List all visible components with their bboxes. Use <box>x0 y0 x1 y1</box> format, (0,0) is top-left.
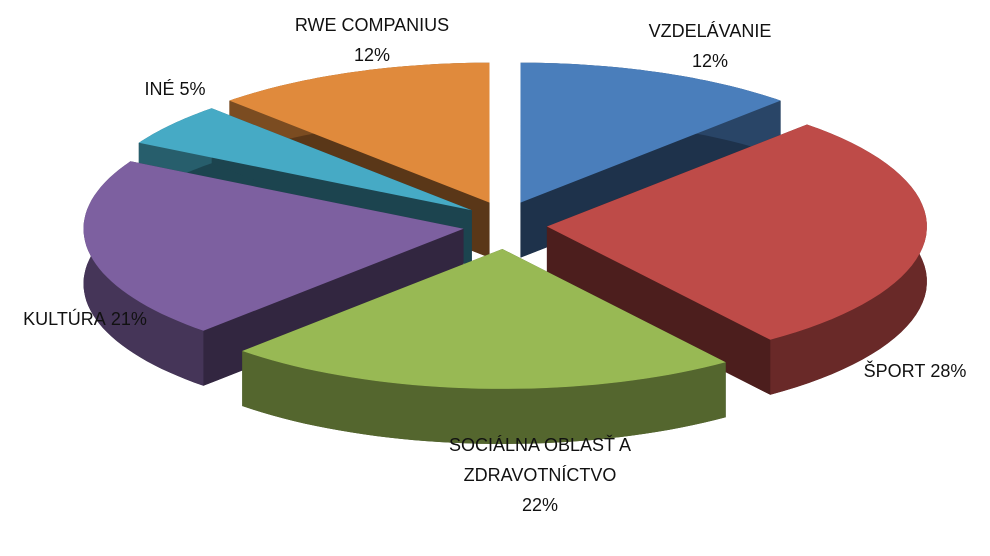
slice-edge <box>546 226 771 395</box>
category-label: VZDELÁVANIE <box>648 21 772 41</box>
slice-label: ŠPORT 28% <box>864 356 967 386</box>
slice-label: RWE COMPANIUS 12% <box>295 10 449 70</box>
value-label: 12% <box>353 45 391 65</box>
slice-top <box>546 124 927 340</box>
value-label: 5% <box>179 79 206 99</box>
value-label: 21% <box>110 309 147 329</box>
category-label: SOCIÁLNA OBLASŤ A ZDRAVOTNÍCTVO <box>448 435 632 485</box>
slice-label: KULTÚRA 21% <box>23 304 147 334</box>
slice-top <box>138 108 472 211</box>
slice-top <box>83 161 464 331</box>
value-label: 28% <box>930 361 967 381</box>
value-label: 22% <box>521 495 559 515</box>
category-label: INÉ <box>144 79 175 99</box>
value-label: 12% <box>691 51 729 71</box>
slice-side <box>242 351 726 444</box>
slice-top <box>242 248 726 389</box>
slice-top <box>229 62 490 203</box>
category-label: ŠPORT <box>863 361 926 381</box>
slice-label: VZDELÁVANIE 12% <box>649 16 772 76</box>
slice-label: INÉ 5% <box>144 74 205 104</box>
slice-top <box>520 62 781 203</box>
slice-label: SOCIÁLNA OBLASŤ A ZDRAVOTNÍCTVO 22% <box>440 430 640 520</box>
category-label: RWE COMPANIUS <box>294 15 450 35</box>
category-label: KULTÚRA <box>23 309 106 329</box>
